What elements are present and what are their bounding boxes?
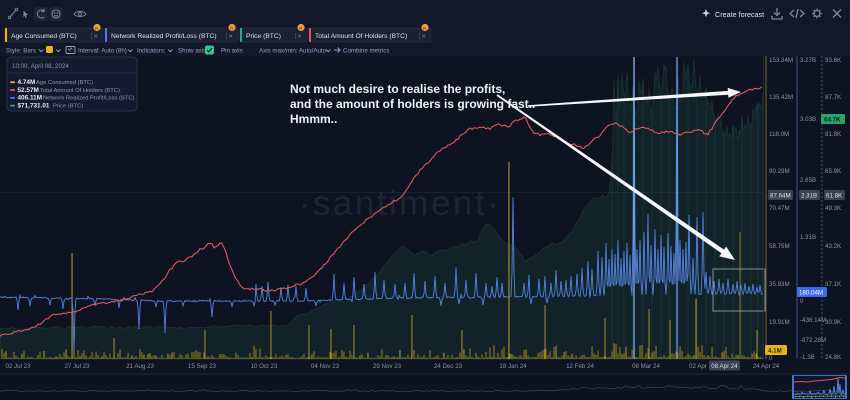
svg-text:81.8K: 81.8K — [825, 131, 842, 138]
svg-text:49.3K: 49.3K — [825, 205, 842, 212]
svg-text:Axis max/min: Auto/Auto: Axis max/min: Auto/Auto — [259, 48, 327, 55]
svg-text:15 Sep 23: 15 Sep 23 — [188, 363, 217, 370]
svg-text:and the amount of holders is g: and the amount of holders is growing fas… — [290, 97, 535, 111]
svg-text:21 Aug 23: 21 Aug 23 — [126, 363, 154, 370]
svg-text:×: × — [229, 32, 233, 41]
svg-text:65.9K: 65.9K — [825, 168, 842, 175]
svg-text:2.31B: 2.31B — [801, 193, 817, 200]
svg-text:Price (BTC): Price (BTC) — [53, 103, 83, 109]
svg-text:35.93M: 35.93M — [769, 281, 790, 288]
svg-text:n: n — [423, 26, 426, 32]
svg-text:Style: Bars: Style: Bars — [6, 48, 36, 55]
svg-text:Show axis: Show axis — [178, 48, 206, 55]
svg-text:30.9K: 30.9K — [825, 319, 842, 326]
svg-text:406.11M: 406.11M — [18, 95, 43, 102]
svg-text:×: × — [422, 32, 426, 41]
svg-text:·santiment·: ·santiment· — [299, 184, 502, 223]
svg-text:-1.3B: -1.3B — [800, 354, 815, 361]
svg-text:135.42M: 135.42M — [769, 94, 793, 101]
svg-text:⋮: ⋮ — [223, 34, 230, 41]
svg-text:3.03B: 3.03B — [800, 116, 816, 123]
svg-text:Not much desire to realise the: Not much desire to realise the profits, — [290, 82, 505, 96]
svg-text:02 Jul 23: 02 Jul 23 — [5, 363, 31, 370]
svg-text:Pin axis: Pin axis — [221, 48, 243, 55]
svg-text:×: × — [94, 32, 98, 41]
svg-text:18 Jan 24: 18 Jan 24 — [499, 363, 527, 370]
svg-text:Total Amount Of Holders (BTC): Total Amount Of Holders (BTC) — [315, 33, 407, 40]
svg-text:87.7K: 87.7K — [825, 94, 842, 101]
svg-text:52.57M: 52.57M — [18, 87, 39, 94]
svg-text:27 Jul 23: 27 Jul 23 — [64, 363, 90, 370]
svg-text:4.74M: 4.74M — [18, 79, 36, 86]
svg-text:10 Oct 23: 10 Oct 23 — [251, 363, 278, 370]
svg-text:87.64M: 87.64M — [770, 193, 791, 200]
svg-text:Create forecast: Create forecast — [715, 10, 764, 19]
svg-text:Network Realized Profit/Loss (: Network Realized Profit/Loss (BTC) — [43, 96, 135, 102]
svg-text:Age Consumed (BTC): Age Consumed (BTC) — [11, 33, 77, 40]
svg-text:37.1K: 37.1K — [825, 281, 842, 288]
svg-text:3.27B: 3.27B — [800, 57, 816, 64]
svg-text:04 Nov 23: 04 Nov 23 — [311, 363, 340, 370]
svg-text:Total Amount Of Holders (BTC): Total Amount Of Holders (BTC) — [40, 88, 120, 94]
svg-text:58.75M: 58.75M — [769, 243, 790, 250]
svg-text:24.8K: 24.8K — [825, 354, 842, 361]
svg-text:153.34M: 153.34M — [769, 57, 793, 64]
svg-text:08 Apr 24: 08 Apr 24 — [711, 363, 738, 370]
svg-text:1.31B: 1.31B — [800, 234, 816, 241]
svg-text:43.2K: 43.2K — [825, 243, 842, 250]
svg-text:n: n — [299, 26, 302, 32]
svg-text:08 Mar 24: 08 Mar 24 — [632, 363, 660, 370]
svg-text:Hmmm..: Hmmm.. — [290, 112, 337, 126]
svg-text:Network Realized Profit/Loss (: Network Realized Profit/Loss (BTC) — [111, 33, 217, 40]
svg-text:02 Apr: 02 Apr — [689, 363, 707, 370]
svg-text:180.04M: 180.04M — [799, 290, 823, 297]
svg-text:⋮: ⋮ — [292, 34, 299, 41]
svg-text:118.0M: 118.0M — [769, 131, 789, 138]
svg-text:90.29M: 90.29M — [769, 168, 790, 175]
svg-text:Age Consumed (BTC): Age Consumed (BTC) — [36, 80, 93, 86]
svg-text:10:00, April 08, 2024: 10:00, April 08, 2024 — [12, 63, 69, 70]
svg-text:Price (BTC): Price (BTC) — [246, 33, 281, 40]
svg-text:12 Feb 24: 12 Feb 24 — [566, 363, 594, 370]
svg-text:0: 0 — [769, 355, 773, 362]
svg-text:2.65B: 2.65B — [800, 177, 816, 184]
svg-text:⋮: ⋮ — [88, 34, 95, 41]
svg-text:Interval: Auto (8h): Interval: Auto (8h) — [78, 48, 127, 55]
svg-text:29 Nov 23: 29 Nov 23 — [373, 363, 402, 370]
svg-text:61.8K: 61.8K — [826, 193, 843, 200]
svg-text:n: n — [230, 26, 233, 32]
svg-text:-436.14M: -436.14M — [800, 317, 826, 324]
svg-text:$71,731.01: $71,731.01 — [18, 102, 50, 109]
svg-text:⋮: ⋮ — [416, 34, 423, 41]
svg-text:Combine metrics: Combine metrics — [343, 48, 389, 55]
svg-text:Indicators:: Indicators: — [137, 48, 166, 55]
svg-text:n: n — [95, 26, 98, 32]
svg-text:4.1M: 4.1M — [768, 348, 782, 355]
svg-text:-872.28M: -872.28M — [800, 337, 826, 344]
svg-text:64.7K: 64.7K — [824, 117, 841, 124]
svg-text:24 Apr 24: 24 Apr 24 — [753, 363, 780, 370]
svg-text:0: 0 — [800, 298, 804, 305]
svg-text:93.6K: 93.6K — [825, 57, 842, 64]
svg-text:×: × — [298, 32, 302, 41]
svg-text:70.47M: 70.47M — [769, 205, 790, 212]
svg-text:24 Dec 23: 24 Dec 23 — [434, 363, 463, 370]
svg-text:19.91M: 19.91M — [769, 319, 790, 326]
